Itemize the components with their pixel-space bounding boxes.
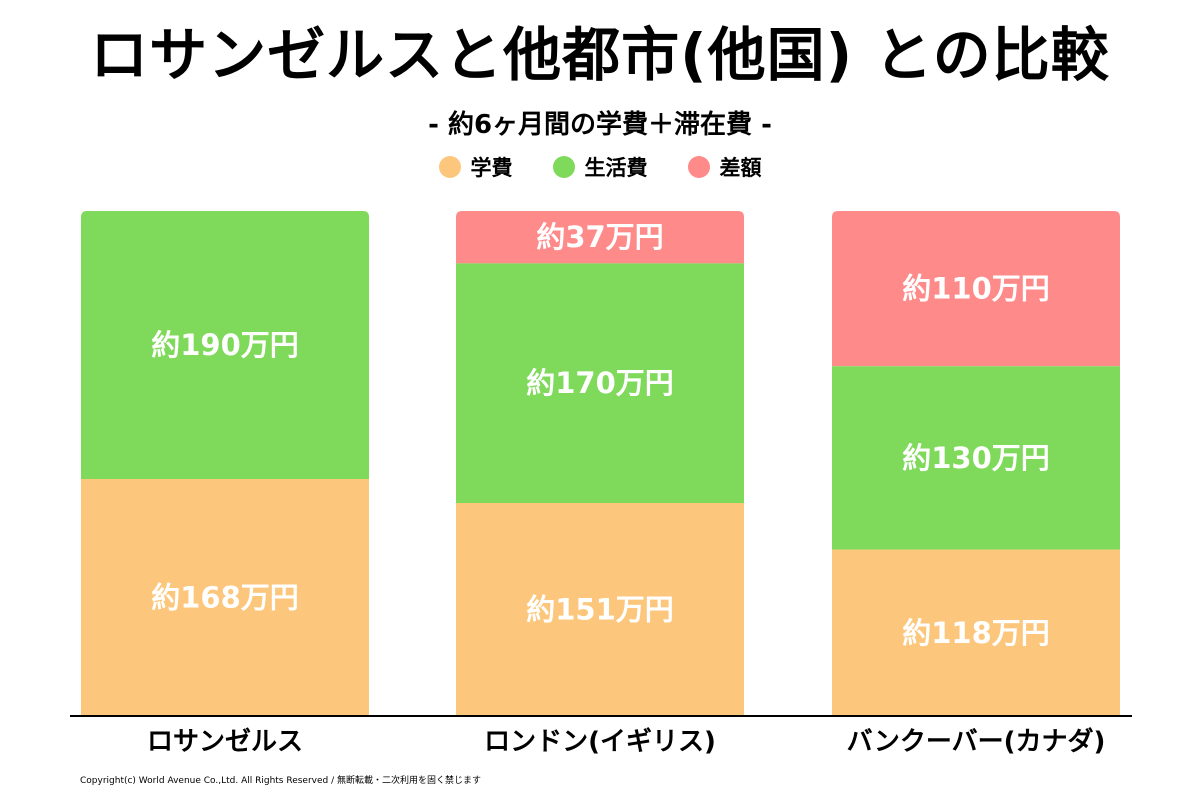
category-label-vancouver: バンクーバー(カナダ) — [847, 726, 1106, 757]
page-subtitle: - 約6ヶ月間の学費＋滞在費 - — [428, 110, 772, 140]
data-label-london-tuition: 約151万円 — [526, 592, 674, 626]
bar-segment-vancouver-difference — [832, 211, 1120, 367]
data-label-london-living: 約170万円 — [526, 366, 674, 400]
legend-item-tuition: 学費 — [438, 152, 513, 182]
data-label-los-angeles-living: 約190万円 — [151, 328, 299, 362]
legend-label-difference: 差額 — [719, 156, 762, 180]
chart-legend: 学費 生活費 差額 — [0, 152, 1200, 182]
legend-label-tuition: 学費 — [470, 156, 513, 180]
data-label-vancouver-living: 約130万円 — [902, 441, 1050, 475]
bar-segment-los-angeles-living — [81, 211, 369, 480]
legend-dot-living — [552, 156, 575, 178]
data-label-vancouver-tuition: 約118万円 — [902, 616, 1050, 650]
bar-segment-london-tuition — [456, 502, 744, 716]
copyright-notice: Copyright(c) World Avenue Co.,Ltd. All R… — [80, 776, 482, 786]
legend-label-living: 生活費 — [584, 156, 648, 180]
data-label-london-difference: 約37万円 — [536, 220, 663, 254]
bar-segment-los-angeles-tuition — [81, 479, 369, 716]
legend-item-difference: 差額 — [687, 152, 762, 182]
data-label-los-angeles-tuition: 約168万円 — [151, 581, 299, 615]
bar-segment-london-living — [456, 263, 744, 503]
bar-segment-vancouver-tuition — [832, 549, 1120, 716]
bar-segment-vancouver-living — [832, 366, 1120, 550]
category-label-los-angeles: ロサンゼルス — [147, 727, 303, 757]
bar-segment-london-difference — [456, 211, 744, 264]
legend-dot-difference — [687, 156, 710, 178]
category-label-london: ロンドン(イギリス) — [484, 727, 716, 757]
legend-item-living: 生活費 — [552, 152, 648, 182]
page-title: ロサンゼルスと他都市(他国) との比較 — [90, 21, 1110, 89]
legend-dot-tuition — [438, 156, 461, 178]
data-label-vancouver-difference: 約110万円 — [902, 272, 1050, 306]
